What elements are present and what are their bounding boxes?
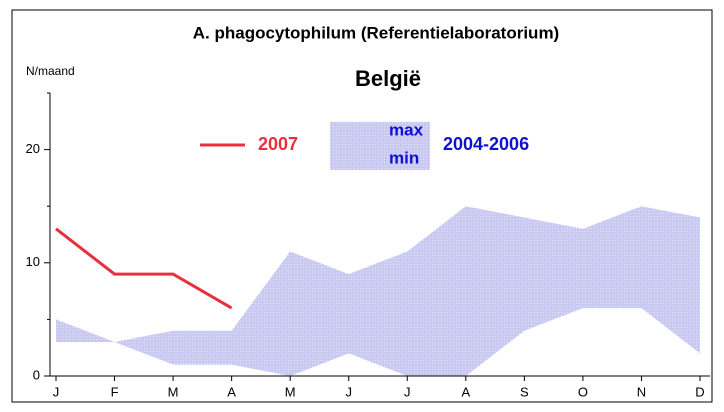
legend-band: 2004-2006 xyxy=(443,134,529,154)
range-band xyxy=(56,206,700,376)
x-tick-label: A xyxy=(461,384,470,399)
legend-label: 2007 xyxy=(258,134,298,154)
x-tick-label: M xyxy=(285,384,296,399)
chart-subtitle: België xyxy=(355,66,421,91)
legend-min: min xyxy=(389,148,419,167)
line-2007 xyxy=(55,227,233,310)
x-tick-label: J xyxy=(345,384,352,399)
y-tick-label: 10 xyxy=(26,254,40,269)
y-axis-label: N/maand xyxy=(26,64,75,78)
x-tick-label: A xyxy=(227,384,236,399)
y-tick-label: 0 xyxy=(33,367,40,382)
x-tick-label: D xyxy=(695,384,704,399)
x-tick-label: J xyxy=(404,384,411,399)
chart-title: A. phagocytophilum (Referentielaboratori… xyxy=(193,23,559,42)
x-tick-label: F xyxy=(111,384,119,399)
legend-max: max xyxy=(389,120,424,139)
y-tick-label: 20 xyxy=(26,141,40,156)
x-tick-label: J xyxy=(53,384,60,399)
legend-swatch xyxy=(330,122,430,170)
x-tick-label: O xyxy=(578,384,588,399)
x-tick-label: N xyxy=(637,384,646,399)
x-tick-label: M xyxy=(168,384,179,399)
x-tick-label: S xyxy=(520,384,529,399)
frame xyxy=(11,9,713,403)
